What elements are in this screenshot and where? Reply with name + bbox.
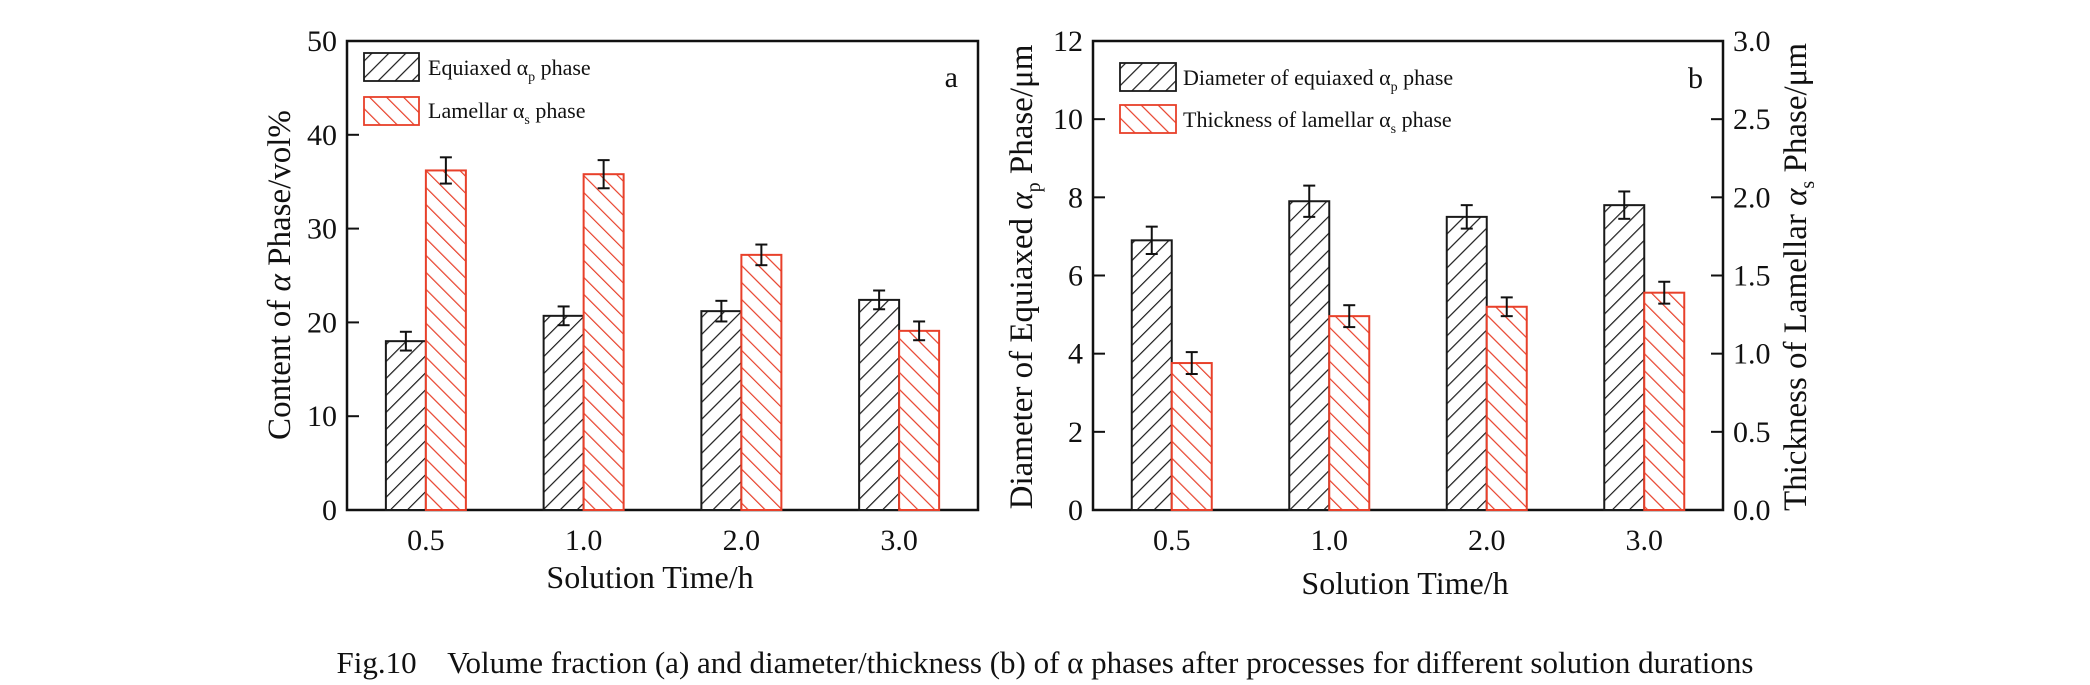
x-tick-label: 0.5 [407,524,445,557]
y-tick-label: 0 [1068,494,1083,527]
x-tick-label: 1.0 [565,524,603,557]
y-tick-label: 2 [1068,416,1083,449]
x-tick-label: 2.0 [1468,524,1506,557]
legend-swatch-equiaxed-a [363,52,420,82]
y-tick-label: 10 [307,400,337,433]
panel-letter-b: b [1688,62,1703,95]
y-tick-label: 40 [307,119,337,152]
y-tick-label: 4 [1068,338,1083,371]
legend-swatch-thickness-b [1119,104,1177,134]
chart-panel-b: 0 2 4 6 8 10 12 0.0 0.5 1.0 1.5 2.0 2.5 3.0 0.5 1.0 2.… [1004,25,1819,601]
x-axis-ticks-b: 0.5 1.0 2.0 3.0 [1153,498,1663,557]
y-tick-label-right: 1.0 [1733,338,1771,371]
error-bars-a [399,156,926,352]
y-tick-label: 20 [307,306,337,339]
figure-caption: Fig.10 Volume fraction (a) and diameter/… [336,645,1754,680]
y-tick-label: 30 [307,213,337,246]
y-tick-label: 10 [1053,103,1083,136]
y-tick-label: 6 [1068,260,1083,293]
bar-lamellar-0.5 [424,169,467,511]
y-tick-label-right: 2.0 [1733,181,1771,214]
x-axis-ticks-a: 0.5 1.0 2.0 3.0 [407,498,918,557]
bar-equiaxed-2.0 [1445,215,1488,511]
y-axis-label-a: Content of α Phase/vol% [262,110,298,440]
y-tick-label-right: 2.5 [1733,103,1771,136]
y-tick-label: 50 [307,25,337,58]
y-tick-label: 0 [322,494,337,527]
chart-panel-a: 0 10 20 30 40 50 0.5 1.0 2.0 3.0 a Solution Time… [262,25,980,595]
bar-equiaxed-0.5 [1130,239,1173,511]
y-axis-ticks-left-b: 0 2 4 6 8 10 12 [1053,25,1105,527]
y-tick-label: 8 [1068,181,1083,214]
legend-a: Equiaxed αp phase Lamellar αs phase [363,52,591,128]
y-tick-label-right: 0.0 [1733,494,1771,527]
y-axis-label-left-b: Diameter of Equiaxed αp Phase/μm [1004,44,1045,509]
x-tick-label: 3.0 [880,524,918,557]
y-axis-ticks-a: 0 10 20 30 40 50 [307,25,359,527]
y-tick-label-right: 1.5 [1733,260,1771,293]
legend-swatch-lamellar-a [363,96,420,126]
legend-item-equiaxed-a: Equiaxed αp phase [363,52,591,85]
y-tick-label: 12 [1053,25,1083,58]
bar-equiaxed-2.0 [700,310,743,512]
x-tick-label: 3.0 [1626,524,1664,557]
legend-item-lamellar-a: Lamellar αs phase [363,96,585,128]
bar-lamellar-2.0 [1485,305,1528,511]
x-axis-label-b: Solution Time/h [1301,565,1508,601]
x-tick-label: 1.0 [1311,524,1349,557]
bar-lamellar-3.0 [1643,291,1686,511]
bar-equiaxed-1.0 [542,314,585,512]
bar-equiaxed-0.5 [384,340,427,511]
panel-letter-a: a [945,61,958,94]
legend-label-thickness-b: Thickness of lamellar αs phase [1183,107,1452,137]
bar-lamellar-1.0 [1328,315,1371,511]
bar-lamellar-1.0 [582,173,625,511]
y-axis-ticks-right-b: 0.0 0.5 1.0 1.5 2.0 2.5 3.0 [1711,25,1771,527]
legend-b: Diameter of equiaxed αp phase Thickness … [1119,62,1453,137]
y-tick-label-right: 3.0 [1733,25,1771,58]
bar-equiaxed-3.0 [858,298,901,511]
bar-lamellar-2.0 [740,253,783,511]
legend-label-diameter-b: Diameter of equiaxed αp phase [1183,65,1453,95]
bars-a [384,169,941,512]
error-bars-b [1145,184,1671,375]
y-tick-label-right: 0.5 [1733,416,1771,449]
bars-b [1130,200,1686,511]
y-axis-label-right-b: Thickness of Lamellar αs Phase/μm [1778,43,1819,511]
bar-lamellar-0.5 [1170,362,1213,511]
x-axis-label-a: Solution Time/h [546,559,753,595]
legend-swatch-diameter-b [1119,62,1177,92]
legend-label-equiaxed-a: Equiaxed αp phase [428,55,591,85]
x-tick-label: 0.5 [1153,524,1191,557]
bar-equiaxed-1.0 [1288,200,1331,511]
bar-equiaxed-3.0 [1603,204,1646,511]
legend-item-diameter-b: Diameter of equiaxed αp phase [1119,62,1453,95]
bar-lamellar-3.0 [898,329,941,512]
legend-item-thickness-b: Thickness of lamellar αs phase [1119,104,1452,137]
plot-frame-a [345,39,980,512]
legend-label-lamellar-a: Lamellar αs phase [428,98,585,128]
x-tick-label: 2.0 [723,524,761,557]
